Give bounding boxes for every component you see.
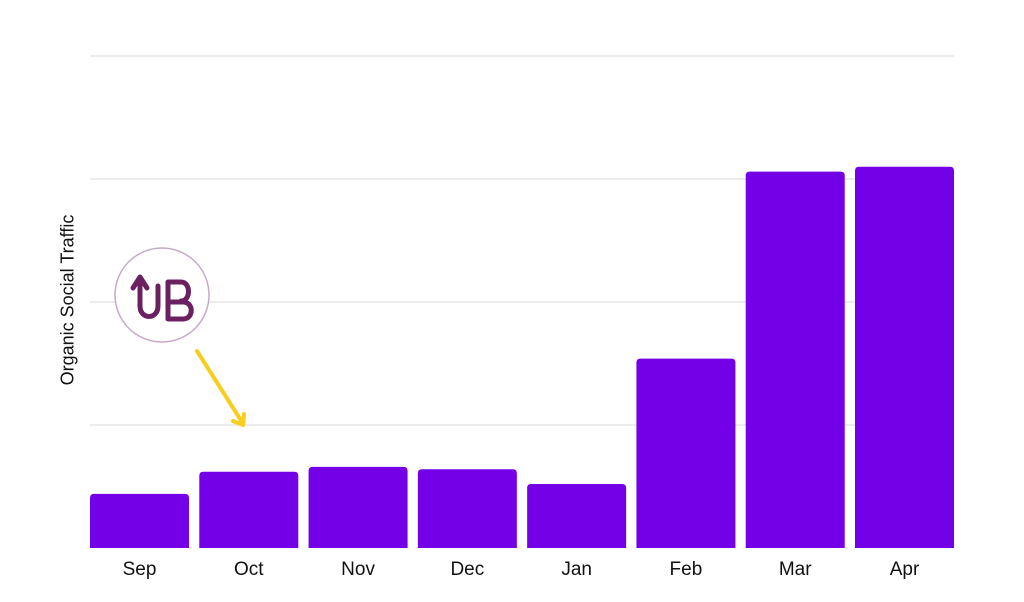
arrow-shaft: [195, 349, 244, 424]
x-tick-label: Jan: [561, 559, 592, 580]
logo-ring: [114, 247, 210, 343]
logo-u-arrow-shape: [130, 274, 161, 319]
arrow-head: [231, 412, 246, 427]
bar-nov: [308, 466, 408, 548]
x-tick-label: Feb: [670, 559, 703, 580]
x-tick-labels: Sep Oct Nov Dec Jan Feb Mar Apr: [123, 559, 920, 580]
x-tick-label: Apr: [890, 559, 920, 580]
bar-sep: [90, 493, 189, 548]
ub-logo-mark: [114, 247, 210, 343]
x-tick-label: Mar: [779, 559, 812, 580]
bar-oct: [199, 471, 299, 548]
x-tick-label: Oct: [234, 559, 264, 580]
annotation-arrow: [195, 349, 246, 427]
bar-apr: [855, 166, 954, 548]
ub-logo: [113, 246, 211, 344]
bars: [90, 166, 954, 548]
bar-jan: [527, 484, 627, 548]
bar-dec: [417, 469, 517, 548]
x-tick-label: Sep: [123, 559, 157, 580]
y-axis-label: Organic Social Traffic: [57, 214, 78, 386]
x-tick-label: Nov: [341, 559, 375, 580]
logo-b-shape: [165, 279, 194, 322]
bar-mar: [745, 171, 845, 548]
x-tick-label: Dec: [450, 559, 484, 580]
bar-feb: [636, 358, 736, 548]
